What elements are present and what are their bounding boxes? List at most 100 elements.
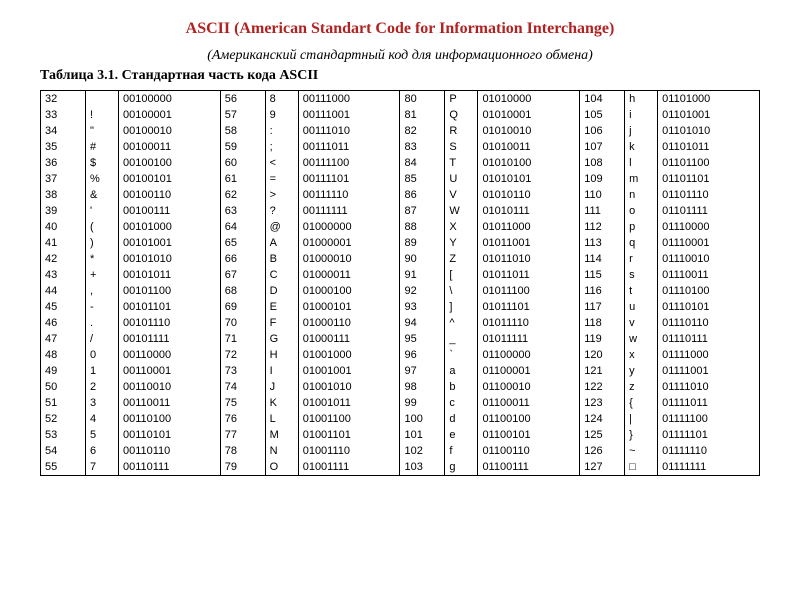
cell-bin: 00101011 — [118, 267, 220, 283]
cell-bin: 00100000 — [118, 91, 220, 108]
cell-char: 2 — [85, 379, 118, 395]
cell-dec: 84 — [400, 155, 445, 171]
cell-char: k — [625, 139, 658, 155]
cell-dec: 104 — [580, 91, 625, 108]
cell-dec: 89 — [400, 235, 445, 251]
cell-char: j — [625, 123, 658, 139]
cell-char: { — [625, 395, 658, 411]
cell-bin: 01001001 — [298, 363, 400, 379]
cell-dec: 66 — [220, 251, 265, 267]
cell-bin: 01000101 — [298, 299, 400, 315]
cell-bin: 01101001 — [658, 107, 760, 123]
table-row: 47/0010111171G0100011195_01011111119w011… — [41, 331, 760, 347]
cell-char: 5 — [85, 427, 118, 443]
cell-bin: 00101001 — [118, 235, 220, 251]
cell-bin: 01001011 — [298, 395, 400, 411]
cell-dec: 47 — [41, 331, 86, 347]
cell-bin: 00110111 — [118, 459, 220, 476]
cell-char: . — [85, 315, 118, 331]
cell-char: ^ — [445, 315, 478, 331]
cell-char: _ — [445, 331, 478, 347]
cell-dec: 110 — [580, 187, 625, 203]
cell-dec: 49 — [41, 363, 86, 379]
cell-char: 4 — [85, 411, 118, 427]
table-row: 36$0010010060<0011110084T01010100108l011… — [41, 155, 760, 171]
cell-bin: 00111111 — [298, 203, 400, 219]
cell-char: ! — [85, 107, 118, 123]
cell-char: 9 — [265, 107, 298, 123]
cell-char: ' — [85, 203, 118, 219]
cell-bin: 01111010 — [658, 379, 760, 395]
cell-bin: 01110010 — [658, 251, 760, 267]
cell-bin: 01101000 — [658, 91, 760, 108]
cell-bin: 01100010 — [478, 379, 580, 395]
cell-dec: 36 — [41, 155, 86, 171]
cell-char: 7 — [85, 459, 118, 476]
cell-dec: 81 — [400, 107, 445, 123]
table-row: 5130011001175K0100101199c01100011123{011… — [41, 395, 760, 411]
cell-char: O — [265, 459, 298, 476]
cell-dec: 76 — [220, 411, 265, 427]
cell-bin: 00100100 — [118, 155, 220, 171]
cell-char: l — [625, 155, 658, 171]
cell-dec: 88 — [400, 219, 445, 235]
cell-bin: 01111110 — [658, 443, 760, 459]
cell-bin: 00101100 — [118, 283, 220, 299]
cell-char: U — [445, 171, 478, 187]
table-row: 35#0010001159;0011101183S01010011107k011… — [41, 139, 760, 155]
cell-dec: 120 — [580, 347, 625, 363]
cell-bin: 01001000 — [298, 347, 400, 363]
cell-bin: 00111010 — [298, 123, 400, 139]
cell-char: A — [265, 235, 298, 251]
cell-bin: 01100111 — [478, 459, 580, 476]
cell-char: - — [85, 299, 118, 315]
table-row: 32001000005680011100080P01010000104h0110… — [41, 91, 760, 108]
cell-dec: 97 — [400, 363, 445, 379]
cell-dec: 55 — [41, 459, 86, 476]
cell-bin: 01111100 — [658, 411, 760, 427]
cell-char: w — [625, 331, 658, 347]
cell-dec: 37 — [41, 171, 86, 187]
cell-char: + — [85, 267, 118, 283]
table-row: 39'0010011163?0011111187W01010111111o011… — [41, 203, 760, 219]
cell-bin: 01101101 — [658, 171, 760, 187]
cell-bin: 01110001 — [658, 235, 760, 251]
cell-bin: 01110000 — [658, 219, 760, 235]
cell-bin: 01100101 — [478, 427, 580, 443]
table-row: 33!001000015790011100181Q01010001105i011… — [41, 107, 760, 123]
cell-bin: 00111100 — [298, 155, 400, 171]
cell-dec: 43 — [41, 267, 86, 283]
cell-bin: 00110110 — [118, 443, 220, 459]
cell-bin: 01011100 — [478, 283, 580, 299]
cell-dec: 93 — [400, 299, 445, 315]
cell-char: E — [265, 299, 298, 315]
table-row: 5460011011078N01001110102f01100110126~01… — [41, 443, 760, 459]
cell-char: ; — [265, 139, 298, 155]
cell-dec: 96 — [400, 347, 445, 363]
cell-dec: 56 — [220, 91, 265, 108]
cell-dec: 71 — [220, 331, 265, 347]
cell-dec: 73 — [220, 363, 265, 379]
cell-bin: 01011010 — [478, 251, 580, 267]
cell-dec: 105 — [580, 107, 625, 123]
cell-char: V — [445, 187, 478, 203]
cell-dec: 41 — [41, 235, 86, 251]
cell-bin: 00101010 — [118, 251, 220, 267]
cell-dec: 40 — [41, 219, 86, 235]
cell-dec: 102 — [400, 443, 445, 459]
cell-char: S — [445, 139, 478, 155]
cell-char: D — [265, 283, 298, 299]
cell-dec: 115 — [580, 267, 625, 283]
page-title-en: ASCII (American Standart Code for Inform… — [40, 20, 760, 38]
cell-bin: 01001010 — [298, 379, 400, 395]
cell-bin: 01010111 — [478, 203, 580, 219]
cell-dec: 75 — [220, 395, 265, 411]
cell-dec: 78 — [220, 443, 265, 459]
cell-bin: 01000010 — [298, 251, 400, 267]
cell-bin: 01000100 — [298, 283, 400, 299]
cell-char: < — [265, 155, 298, 171]
cell-dec: 45 — [41, 299, 86, 315]
cell-bin: 01010100 — [478, 155, 580, 171]
cell-char: c — [445, 395, 478, 411]
cell-bin: 00111001 — [298, 107, 400, 123]
